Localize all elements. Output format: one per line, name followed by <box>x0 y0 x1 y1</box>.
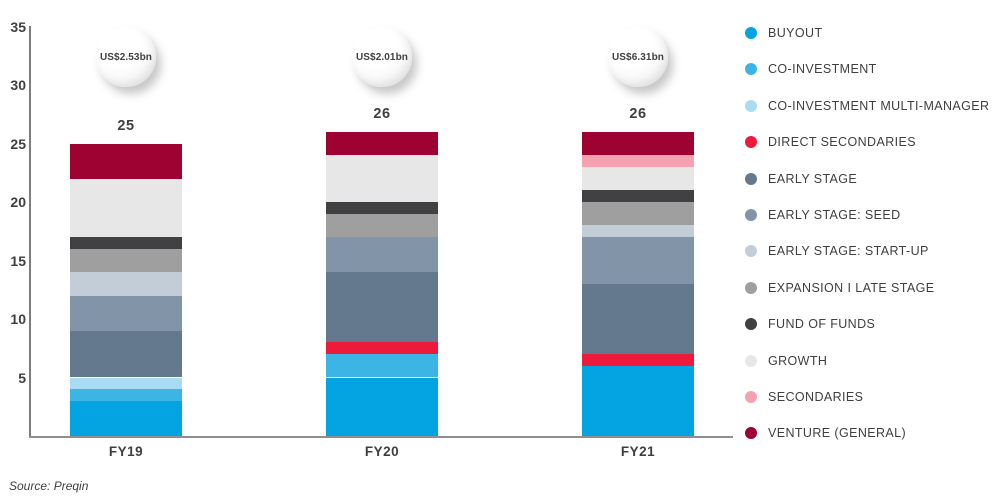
legend-item: EARLY STAGE <box>745 170 857 188</box>
x-axis-label: FY20 <box>364 444 400 459</box>
bar-segment <box>70 272 182 296</box>
y-axis-tick-label: 25 <box>10 135 26 152</box>
legend-label: GROWTH <box>768 353 828 368</box>
legend-color-dot <box>745 172 757 185</box>
bar-segment <box>70 237 182 249</box>
bar-segment <box>582 190 694 202</box>
y-axis-tick-label: 30 <box>10 77 26 93</box>
legend-item: CO-INVESTMENT <box>745 60 877 78</box>
legend-item: DIRECT SECONDARIES <box>745 133 916 151</box>
value-bubble: US$2.53bn <box>96 27 156 87</box>
legend-color-dot <box>745 391 757 403</box>
legend-label: EARLY STAGE: SEED <box>768 208 901 222</box>
legend-color-dot <box>745 318 757 331</box>
bar-segment <box>326 202 438 214</box>
value-bubble-label: US$2.53bn <box>99 51 153 63</box>
y-axis-tick-label: 20 <box>10 194 26 210</box>
legend-color-dot <box>745 99 757 112</box>
value-bubble-label: US$6.31bn <box>611 51 665 63</box>
bar-segment <box>70 377 182 390</box>
legend-color-dot <box>745 63 757 76</box>
bar-segment <box>582 354 694 366</box>
x-axis-line <box>29 436 733 438</box>
legend-item: CO-INVESTMENT MULTI-MANAGER <box>745 97 989 115</box>
legend-item: BUYOUT <box>745 24 823 42</box>
bar-segment <box>582 283 694 355</box>
bar-segment <box>326 377 438 436</box>
bar-segment <box>70 143 182 179</box>
legend-item: SECONDARIES <box>745 388 863 406</box>
legend-item: FUND OF FUNDS <box>745 315 875 333</box>
bar-segment <box>70 295 182 331</box>
bar-segment <box>70 400 182 436</box>
bar-total-label: 26 <box>373 105 391 122</box>
legend-color-dot <box>745 245 757 258</box>
x-axis-label: FY19 <box>108 444 144 459</box>
legend-label: SECONDARIES <box>768 390 864 404</box>
legend-label: EARLY STAGE: START-UP <box>768 244 929 259</box>
x-axis-label: FY21 <box>620 444 656 459</box>
bar-segment <box>582 131 694 156</box>
legend-color-dot <box>745 136 757 149</box>
bar-segment <box>70 389 182 401</box>
legend-color-dot <box>745 427 757 440</box>
bar-segment <box>70 178 182 238</box>
value-bubble-label: US$2.01bn <box>355 51 409 63</box>
bar-segment <box>582 225 694 238</box>
bar-segment <box>326 213 438 238</box>
value-bubble: US$6.31bn <box>608 27 668 87</box>
value-bubble: US$2.01bn <box>352 27 412 87</box>
bar-segment <box>70 330 182 378</box>
legend-label: BUYOUT <box>768 26 823 40</box>
bar-segment <box>582 237 694 284</box>
y-axis-line <box>29 26 31 437</box>
bar-segment <box>582 365 694 436</box>
legend-color-dot <box>745 209 757 221</box>
legend: BUYOUT CO-INVESTMENT CO-INVESTMENT MULTI-M… <box>745 0 999 460</box>
bar-segment <box>582 166 694 191</box>
bar-segment <box>326 237 438 273</box>
bar-total-label: 25 <box>117 117 135 134</box>
bar-segment <box>326 354 438 378</box>
legend-item: EARLY STAGE: SEED <box>745 206 901 224</box>
y-axis-tick-label: 35 <box>10 18 26 35</box>
bar-total-label: 26 <box>629 105 647 122</box>
bar-segment <box>582 202 694 226</box>
legend-label: EARLY STAGE <box>768 171 858 186</box>
legend-label: CO-INVESTMENT MULTI-MANAGER <box>768 98 990 113</box>
bar-segment <box>70 248 182 273</box>
legend-label: FUND OF FUNDS <box>768 317 876 332</box>
y-axis-tick-label: 5 <box>18 369 26 386</box>
y-axis-tick-label: 10 <box>10 311 26 327</box>
legend-item: GROWTH <box>745 352 827 370</box>
legend-item: EARLY STAGE: START-UP <box>745 242 929 260</box>
legend-label: DIRECT SECONDARIES <box>768 135 916 150</box>
legend-item: VENTURE (GENERAL) <box>745 424 906 442</box>
legend-color-dot <box>745 354 757 367</box>
bar-segment <box>326 272 438 343</box>
y-axis-tick-label: 15 <box>10 252 26 269</box>
legend-label: VENTURE (GENERAL) <box>768 426 907 441</box>
bar-segment <box>326 155 438 202</box>
source-note: Source: Preqin <box>9 479 89 493</box>
bar-segment <box>326 131 438 156</box>
bar-segment <box>326 342 438 355</box>
legend-label: EXPANSION I LATE STAGE <box>768 280 935 295</box>
bar-segment <box>582 155 694 167</box>
legend-label: CO-INVESTMENT <box>768 62 877 77</box>
legend-color-dot <box>745 27 757 39</box>
legend-color-dot <box>745 281 757 294</box>
legend-item: EXPANSION I LATE STAGE <box>745 279 934 297</box>
